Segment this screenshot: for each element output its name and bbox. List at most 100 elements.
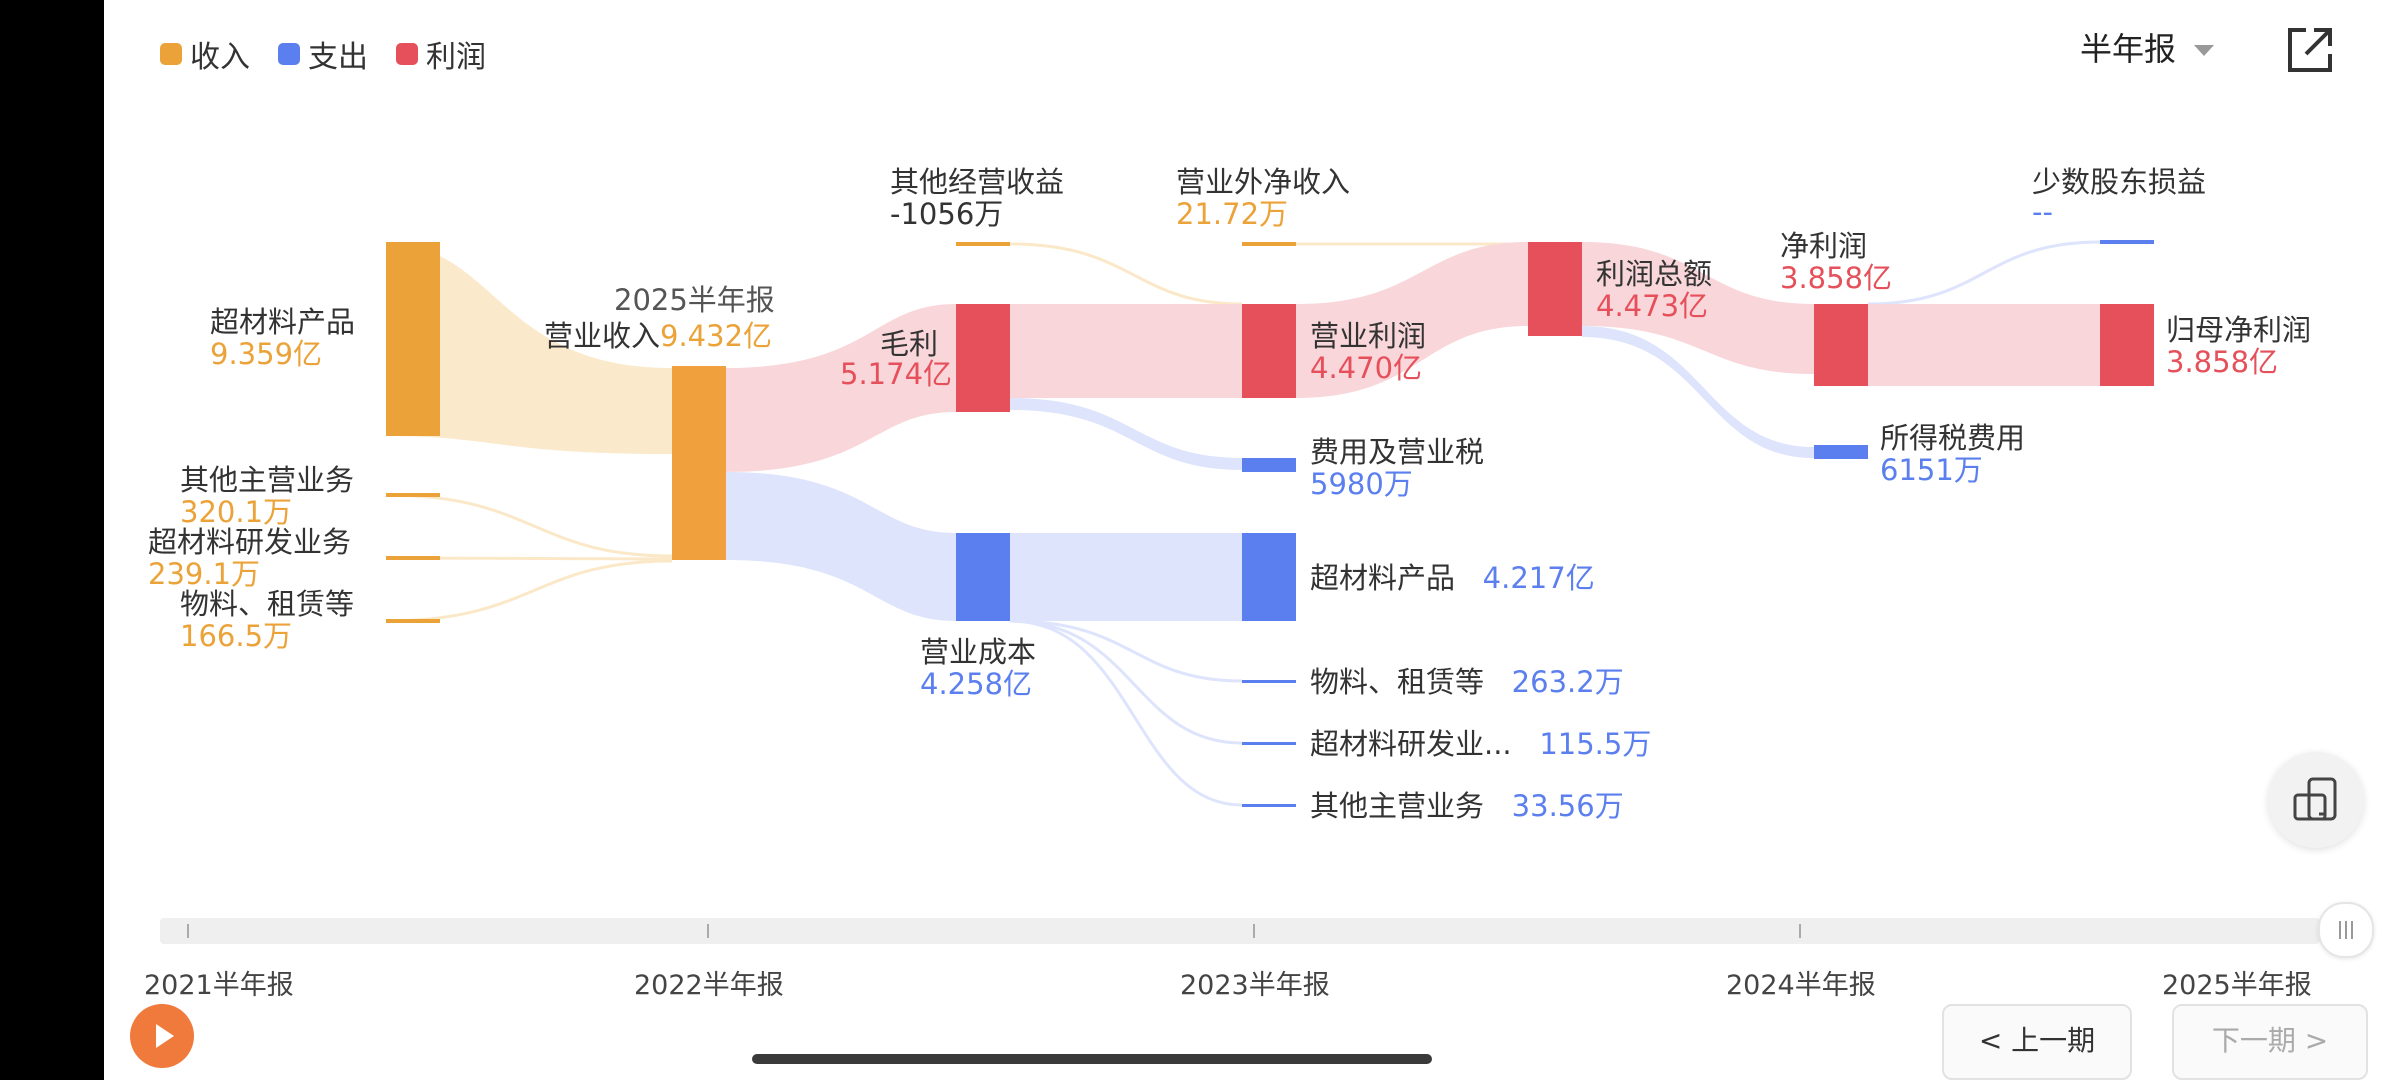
rotate-phone-icon [2293,777,2337,821]
rotate-screen-button[interactable] [2268,752,2364,848]
legend-label-income: 收入 [190,40,250,75]
label-expenses-value: 5980万 [1310,467,1413,501]
label-product-value: 9.359亿 [210,337,323,371]
next-period-button[interactable]: 下一期 > [2172,1004,2368,1080]
timeline-tick [187,924,189,938]
label-cost-rd-value: 115.5万 [1539,727,1652,761]
node-other-op-income [956,242,1010,246]
label-other-op-name: 其他经营收益 [890,165,1065,199]
handle-grip-line [2339,921,2341,939]
timeline-label-2023[interactable]: 2023半年报 [1180,970,1330,1001]
flow-op-to-total-profit [1296,242,1528,398]
flow-product-to-revenue [386,244,672,454]
label-cost-materials-name: 物料、租赁等 [1310,665,1485,699]
flow-gross-to-op-profit [1010,304,1242,398]
label-revenue-value: 9.432亿 [660,319,773,353]
play-button[interactable] [130,1004,194,1068]
flow-total-to-net [1582,242,1814,374]
prev-period-button[interactable]: < 上一期 [1942,1004,2132,1080]
timeline-track[interactable] [160,918,2320,944]
node-rd [386,556,440,560]
legend: 收入 支出 利润 [160,32,486,76]
node-cost-other [1242,804,1296,807]
sankey-diagram [385,240,2154,807]
label-cost-product-name: 超材料产品 [1310,561,1456,595]
legend-label-profit: 利润 [426,40,486,75]
node-minority [2100,240,2154,244]
flow-materials-to-revenue [385,559,673,623]
label-other-main-name: 其他主营业务 [180,463,355,497]
node-expenses [1242,458,1296,472]
label-revenue: 营业收入9.432亿 [544,320,772,352]
flow-other-op-income [1009,242,1243,306]
label-total-profit-name: 利润总额 [1596,257,1713,291]
node-materials [386,619,440,623]
flow-revenue-to-cost [726,472,956,621]
node-gross-profit [956,304,1010,412]
node-cost-materials [1242,680,1296,683]
label-cost-other-name: 其他主营业务 [1310,789,1485,823]
legend-item-income[interactable]: 收入 [160,32,250,76]
label-cost-other: 其他主营业务 33.56万 [1310,790,1624,822]
label-minority-name: 少数股东损益 [2032,165,2207,199]
timeline-handle[interactable] [2318,902,2374,958]
sankey-screen: 收入 支出 利润 半年报 [104,0,2400,1080]
label-cost-rd: 超材料研发业... 115.5万 [1310,728,1651,760]
timeline-label-2025[interactable]: 2025半年报 [2162,970,2312,1001]
label-tax-name: 所得税费用 [1880,421,2026,455]
legend-label-expense: 支出 [308,40,368,75]
flow-cost-to-materials [1009,619,1243,683]
node-non-op-income [1242,242,1296,246]
label-gross-profit-value: 5.174亿 [840,357,953,391]
label-cost-rd-name: 超材料研发业... [1310,727,1512,761]
label-rd-value: 239.1万 [148,557,261,591]
flow-cost-to-other [1009,619,1243,807]
label-op-profit-name: 营业利润 [1310,319,1427,353]
label-cost-name: 营业成本 [920,635,1037,669]
timeline-tick [1253,924,1255,938]
period-dropdown[interactable]: 半年报 [2080,24,2215,70]
period-value: 半年报 [2080,30,2177,68]
node-net-profit [1814,304,1868,386]
node-cost [956,533,1010,621]
timeline-tick [707,924,709,938]
external-link-icon [2288,28,2332,72]
legend-item-profit[interactable]: 利润 [396,32,486,76]
label-non-op-name: 营业外净收入 [1176,165,1351,199]
label-net-profit-value: 3.858亿 [1780,261,1893,295]
flow-revenue-to-gross-profit [726,304,956,472]
home-indicator[interactable] [752,1054,1432,1064]
timeline-label-2022[interactable]: 2022半年报 [634,970,784,1001]
label-report-period: 2025半年报 [614,283,775,317]
label-cost-materials-value: 263.2万 [1511,665,1624,699]
handle-grip-line [2351,921,2353,939]
label-gross-profit-name: 毛利 [880,327,939,361]
label-materials-value: 166.5万 [180,619,293,653]
flow-total-to-tax [1582,326,1814,458]
flow-other-main-to-revenue [385,493,673,558]
legend-item-expense[interactable]: 支出 [278,32,368,76]
share-button[interactable] [2282,22,2338,78]
timeline-label-2024[interactable]: 2024半年报 [1726,970,1876,1001]
node-op-profit [1242,304,1296,398]
flow-net-to-parent [1868,304,2100,386]
chevron-down-icon [2194,44,2215,56]
label-non-op-value: 21.72万 [1176,197,1289,231]
node-cost-product [1242,533,1296,621]
label-cost-value: 4.258亿 [920,667,1033,701]
label-parent-net-value: 3.858亿 [2166,345,2279,379]
flow-net-to-minority [1867,240,2101,306]
expense-swatch [278,43,300,65]
label-revenue-name: 营业收入 [544,319,661,353]
label-product-name: 超材料产品 [210,305,356,339]
node-revenue [672,366,726,560]
label-other-op-value: -1056万 [890,197,1004,231]
label-materials-name: 物料、租赁等 [180,587,355,621]
node-cost-rd [1242,742,1296,745]
timeline-label-2021[interactable]: 2021半年报 [144,970,294,1001]
timeline-tick [1799,924,1801,938]
label-total-profit-value: 4.473亿 [1596,289,1709,323]
label-cost-product-value: 4.217亿 [1482,561,1595,595]
handle-grip-line [2345,921,2347,939]
play-icon [156,1024,174,1048]
